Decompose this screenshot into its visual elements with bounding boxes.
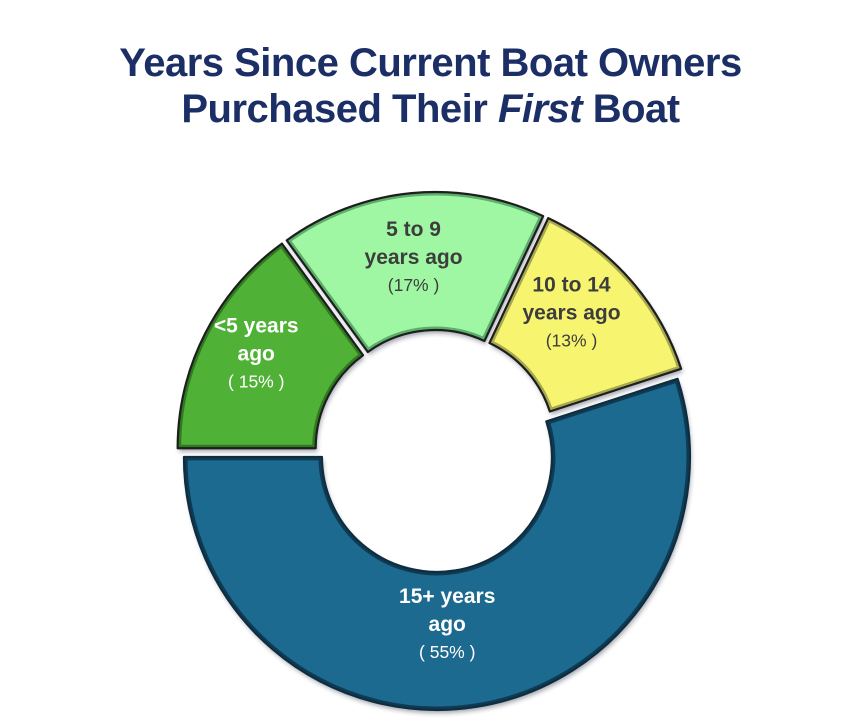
slice-pct-text: ( 55% )	[419, 642, 475, 662]
slice-label-text: ago	[429, 613, 466, 636]
title-line-2-suffix: Boat	[582, 87, 680, 132]
title-line-2-prefix: Purchased Their	[181, 87, 498, 132]
slice-label-text: <5 years	[214, 314, 299, 337]
slice-pct-text: (13% )	[546, 331, 598, 351]
page-title: Years Since Current Boat Owners Purchase…	[0, 40, 861, 133]
slice-label-5-years-ago: <5 years ago ( 15% )	[214, 314, 299, 391]
slice-label-text: 5 to 9	[386, 218, 441, 241]
donut-labels-group: <5 years ago ( 15% ) 5 to 9 years ago (17% ) 1…	[214, 218, 621, 662]
slice-label-text: 15+ years	[399, 585, 495, 608]
donut-slices-group	[176, 190, 692, 712]
pie-slice-10-to-14-years-ago	[488, 217, 683, 413]
title-line-1: Years Since Current Boat Owners	[119, 41, 742, 85]
slice-pct-text: ( 15% )	[228, 371, 284, 391]
title-line-2-italic-word: First	[497, 87, 583, 132]
pie-slice-15-years-ago	[182, 377, 692, 712]
slice-label-text: 10 to 14	[532, 274, 611, 297]
slice-label-text: ago	[238, 342, 275, 365]
slice-label-5-to-9-years-ago: 5 to 9 years ago (17% )	[365, 218, 463, 295]
slice-label-text: years ago	[365, 246, 463, 269]
title-line-2: Purchased Their First Boat	[0, 86, 861, 132]
pie-slice-5-years-ago	[176, 242, 365, 450]
slice-label-10-to-14-years-ago: 10 to 14 years ago (13% )	[522, 274, 620, 351]
slice-pct-text: (17% )	[388, 275, 440, 295]
slice-label-text: years ago	[522, 302, 620, 325]
slice-label-15-years-ago: 15+ years ago ( 55% )	[399, 585, 495, 662]
pie-slice-5-to-9-years-ago	[285, 190, 545, 354]
